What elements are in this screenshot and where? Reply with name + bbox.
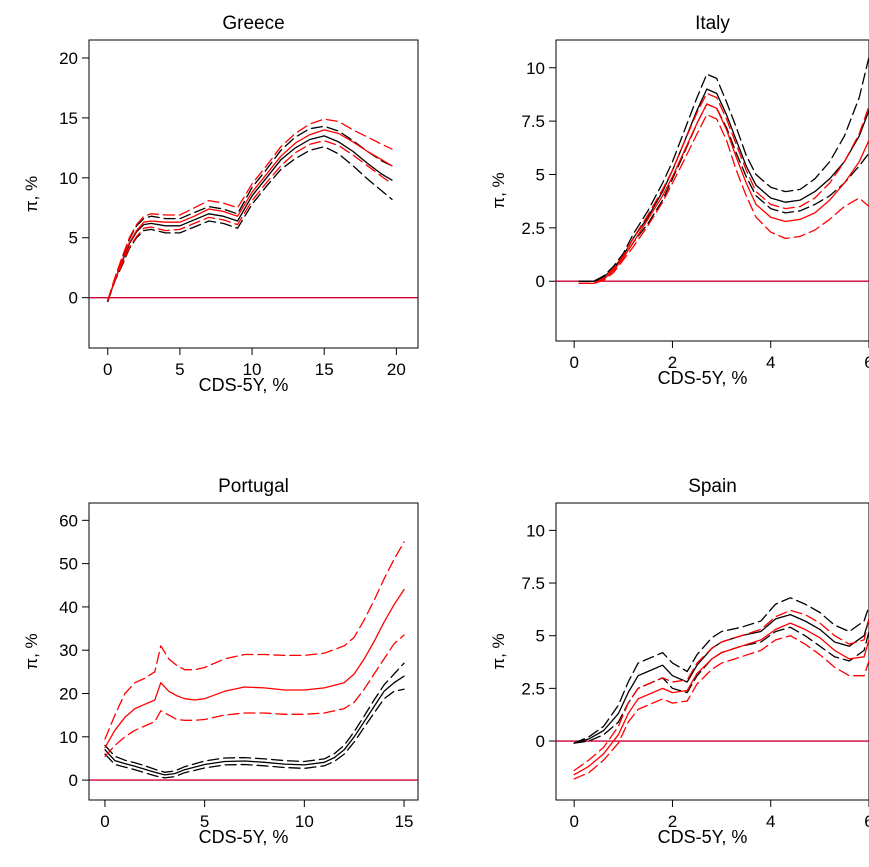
series-group — [104, 541, 405, 779]
y-tick-label: 0 — [69, 289, 78, 308]
y-tick-label: 30 — [59, 641, 78, 660]
series-line-red-dashed — [104, 634, 405, 757]
x-tick-label: 0 — [569, 812, 578, 831]
x-tick-label: 6 — [864, 353, 869, 372]
series-line-black-dashed — [104, 662, 405, 773]
x-axis-label: CDS-5Y, % — [199, 375, 289, 395]
y-tick-label: 10 — [59, 728, 78, 747]
series-line-red-dashed — [107, 140, 393, 301]
x-tick-label: 6 — [864, 812, 869, 831]
series-line-black-dashed — [578, 56, 869, 282]
y-tick-label: 10 — [59, 169, 78, 188]
series-line-red-dashed — [107, 118, 393, 301]
chart-title: Greece — [222, 13, 284, 34]
y-tick-label: 0 — [536, 732, 545, 751]
y-tick-label: 2.5 — [521, 679, 545, 698]
y-tick-label: 40 — [59, 598, 78, 617]
series-group — [573, 597, 869, 780]
series-line-red-solid — [578, 103, 869, 285]
y-tick-label: 20 — [59, 49, 78, 68]
y-tick-label: 15 — [59, 109, 78, 128]
series-line-red-solid — [107, 129, 393, 301]
series-group — [107, 118, 393, 302]
x-tick-label: 2 — [668, 812, 677, 831]
y-tick-label: 0 — [69, 771, 78, 790]
y-tick-label: 5 — [536, 627, 545, 646]
y-tick-label: 0 — [536, 272, 545, 291]
x-tick-label: 0 — [569, 353, 578, 372]
y-tick-label: 5 — [69, 229, 78, 248]
y-tick-label: 50 — [59, 555, 78, 574]
chart-title: Spain — [688, 476, 737, 497]
series-line-red-dashed — [573, 609, 869, 772]
y-tick-label: 60 — [59, 511, 78, 530]
x-tick-label: 10 — [295, 812, 314, 831]
series-line-black-dashed — [107, 125, 393, 302]
y-tick-label: 10 — [526, 521, 545, 540]
y-axis-label: π, % — [22, 633, 41, 669]
x-tick-label: 0 — [100, 812, 109, 831]
series-line-black-solid — [104, 675, 405, 776]
panel-italy: Italy 0 2.5 5 7.5 10 0 2 4 6 CDS-5Y, % π, % — [489, 13, 869, 388]
y-tick-label: 10 — [526, 59, 545, 78]
x-axis-label: CDS-5Y, % — [199, 827, 289, 847]
series-line-red-dashed — [104, 541, 405, 740]
chart-title: Portugal — [218, 476, 289, 497]
series-line-black-dashed — [104, 688, 405, 779]
x-tick-label: 4 — [766, 353, 775, 372]
x-tick-label: 2 — [668, 353, 677, 372]
panel-greece: Greece 0 5 10 15 20 0 5 10 15 20 CDS-5Y, % π, % — [22, 13, 419, 395]
series-line-red-dashed — [573, 635, 869, 780]
x-tick-label: 15 — [395, 812, 414, 831]
plot-frame — [555, 39, 869, 342]
x-tick-label: 15 — [315, 360, 334, 379]
y-tick-label: 7.5 — [521, 112, 545, 131]
x-tick-label: 10 — [243, 360, 262, 379]
panel-spain: Spain 0 2.5 5 7.5 10 0 2 4 6 CDS-5Y, % π, % — [489, 476, 869, 847]
y-axis-label: π, % — [22, 176, 41, 212]
y-tick-label: 7.5 — [521, 574, 545, 593]
y-axis-label: π, % — [489, 633, 508, 669]
plot-frame — [88, 39, 419, 349]
y-axis-label: π, % — [489, 172, 508, 208]
plot-frame — [88, 502, 419, 801]
panel-portugal: Portugal 0 10 20 30 40 50 60 0 5 10 15 CDS-5Y, % π, % — [22, 476, 419, 847]
x-axis-label: CDS-5Y, % — [658, 368, 748, 388]
series-line-red-dashed — [578, 114, 869, 285]
x-axis-label: CDS-5Y, % — [658, 827, 748, 847]
y-tick-label: 2.5 — [521, 219, 545, 238]
series-group — [578, 56, 869, 285]
x-tick-label: 20 — [387, 360, 406, 379]
series-line-red-solid — [573, 622, 869, 776]
x-tick-label: 5 — [175, 360, 184, 379]
series-line-black-dashed — [107, 146, 393, 302]
plot-frame — [555, 502, 869, 801]
series-line-red-dashed — [578, 92, 869, 285]
y-tick-label: 5 — [536, 165, 545, 184]
x-tick-label: 5 — [200, 812, 209, 831]
x-tick-label: 0 — [103, 360, 112, 379]
series-line-red-solid — [104, 588, 405, 749]
y-tick-label: 20 — [59, 684, 78, 703]
series-line-black-dashed — [573, 597, 869, 744]
x-tick-label: 4 — [766, 812, 775, 831]
chart-title: Italy — [695, 13, 730, 34]
